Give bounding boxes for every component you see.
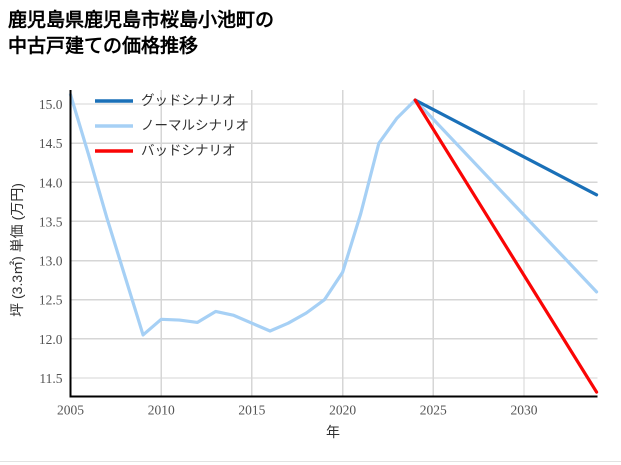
series-group xyxy=(68,93,599,394)
x-tick-label: 2005 xyxy=(57,403,84,418)
chart-title: 鹿児島県鹿児島市桜島小池町の 中古戸建ての価格推移 xyxy=(8,10,275,57)
y-tick-label: 12.5 xyxy=(39,293,63,308)
y-tick-label: 14.0 xyxy=(39,175,63,190)
x-tick-label: 2015 xyxy=(238,403,265,418)
gridlines-group xyxy=(69,90,598,397)
y-axis-tick-labels: 11.5 12.0 12.5 13.0 13.5 14.0 14.5 15.0 xyxy=(39,97,63,386)
figure-bottom-divider xyxy=(0,461,621,462)
y-tick-label: 11.5 xyxy=(39,371,62,386)
axis-spines xyxy=(69,90,598,398)
legend-label-3: バッドシナリオ xyxy=(141,143,236,158)
x-tick-label: 2030 xyxy=(511,403,538,418)
y-axis-title: 坪 (3.3㎡) 単価 (万円) xyxy=(9,183,25,317)
series-line-3 xyxy=(413,98,599,394)
legend-label-2: ノーマルシナリオ xyxy=(141,118,249,133)
x-tick-label: 2025 xyxy=(420,403,447,418)
series-line-2 xyxy=(68,93,599,337)
y-tick-label: 14.5 xyxy=(39,136,63,151)
axis-spine-left-bottom xyxy=(69,90,598,398)
series-line-1 xyxy=(413,98,599,197)
x-axis-tick-labels: 2005 2010 2015 2020 2025 2030 xyxy=(57,403,538,418)
x-axis-title: 年 xyxy=(326,424,340,440)
legend-label-1: グッドシナリオ xyxy=(141,93,236,108)
y-tick-label: 12.0 xyxy=(39,332,63,347)
y-tick-label: 13.5 xyxy=(39,214,63,229)
x-tick-label: 2020 xyxy=(329,403,356,418)
y-tick-label: 13.0 xyxy=(39,254,63,269)
x-tick-label: 2010 xyxy=(148,403,175,418)
y-tick-label: 15.0 xyxy=(39,97,63,112)
